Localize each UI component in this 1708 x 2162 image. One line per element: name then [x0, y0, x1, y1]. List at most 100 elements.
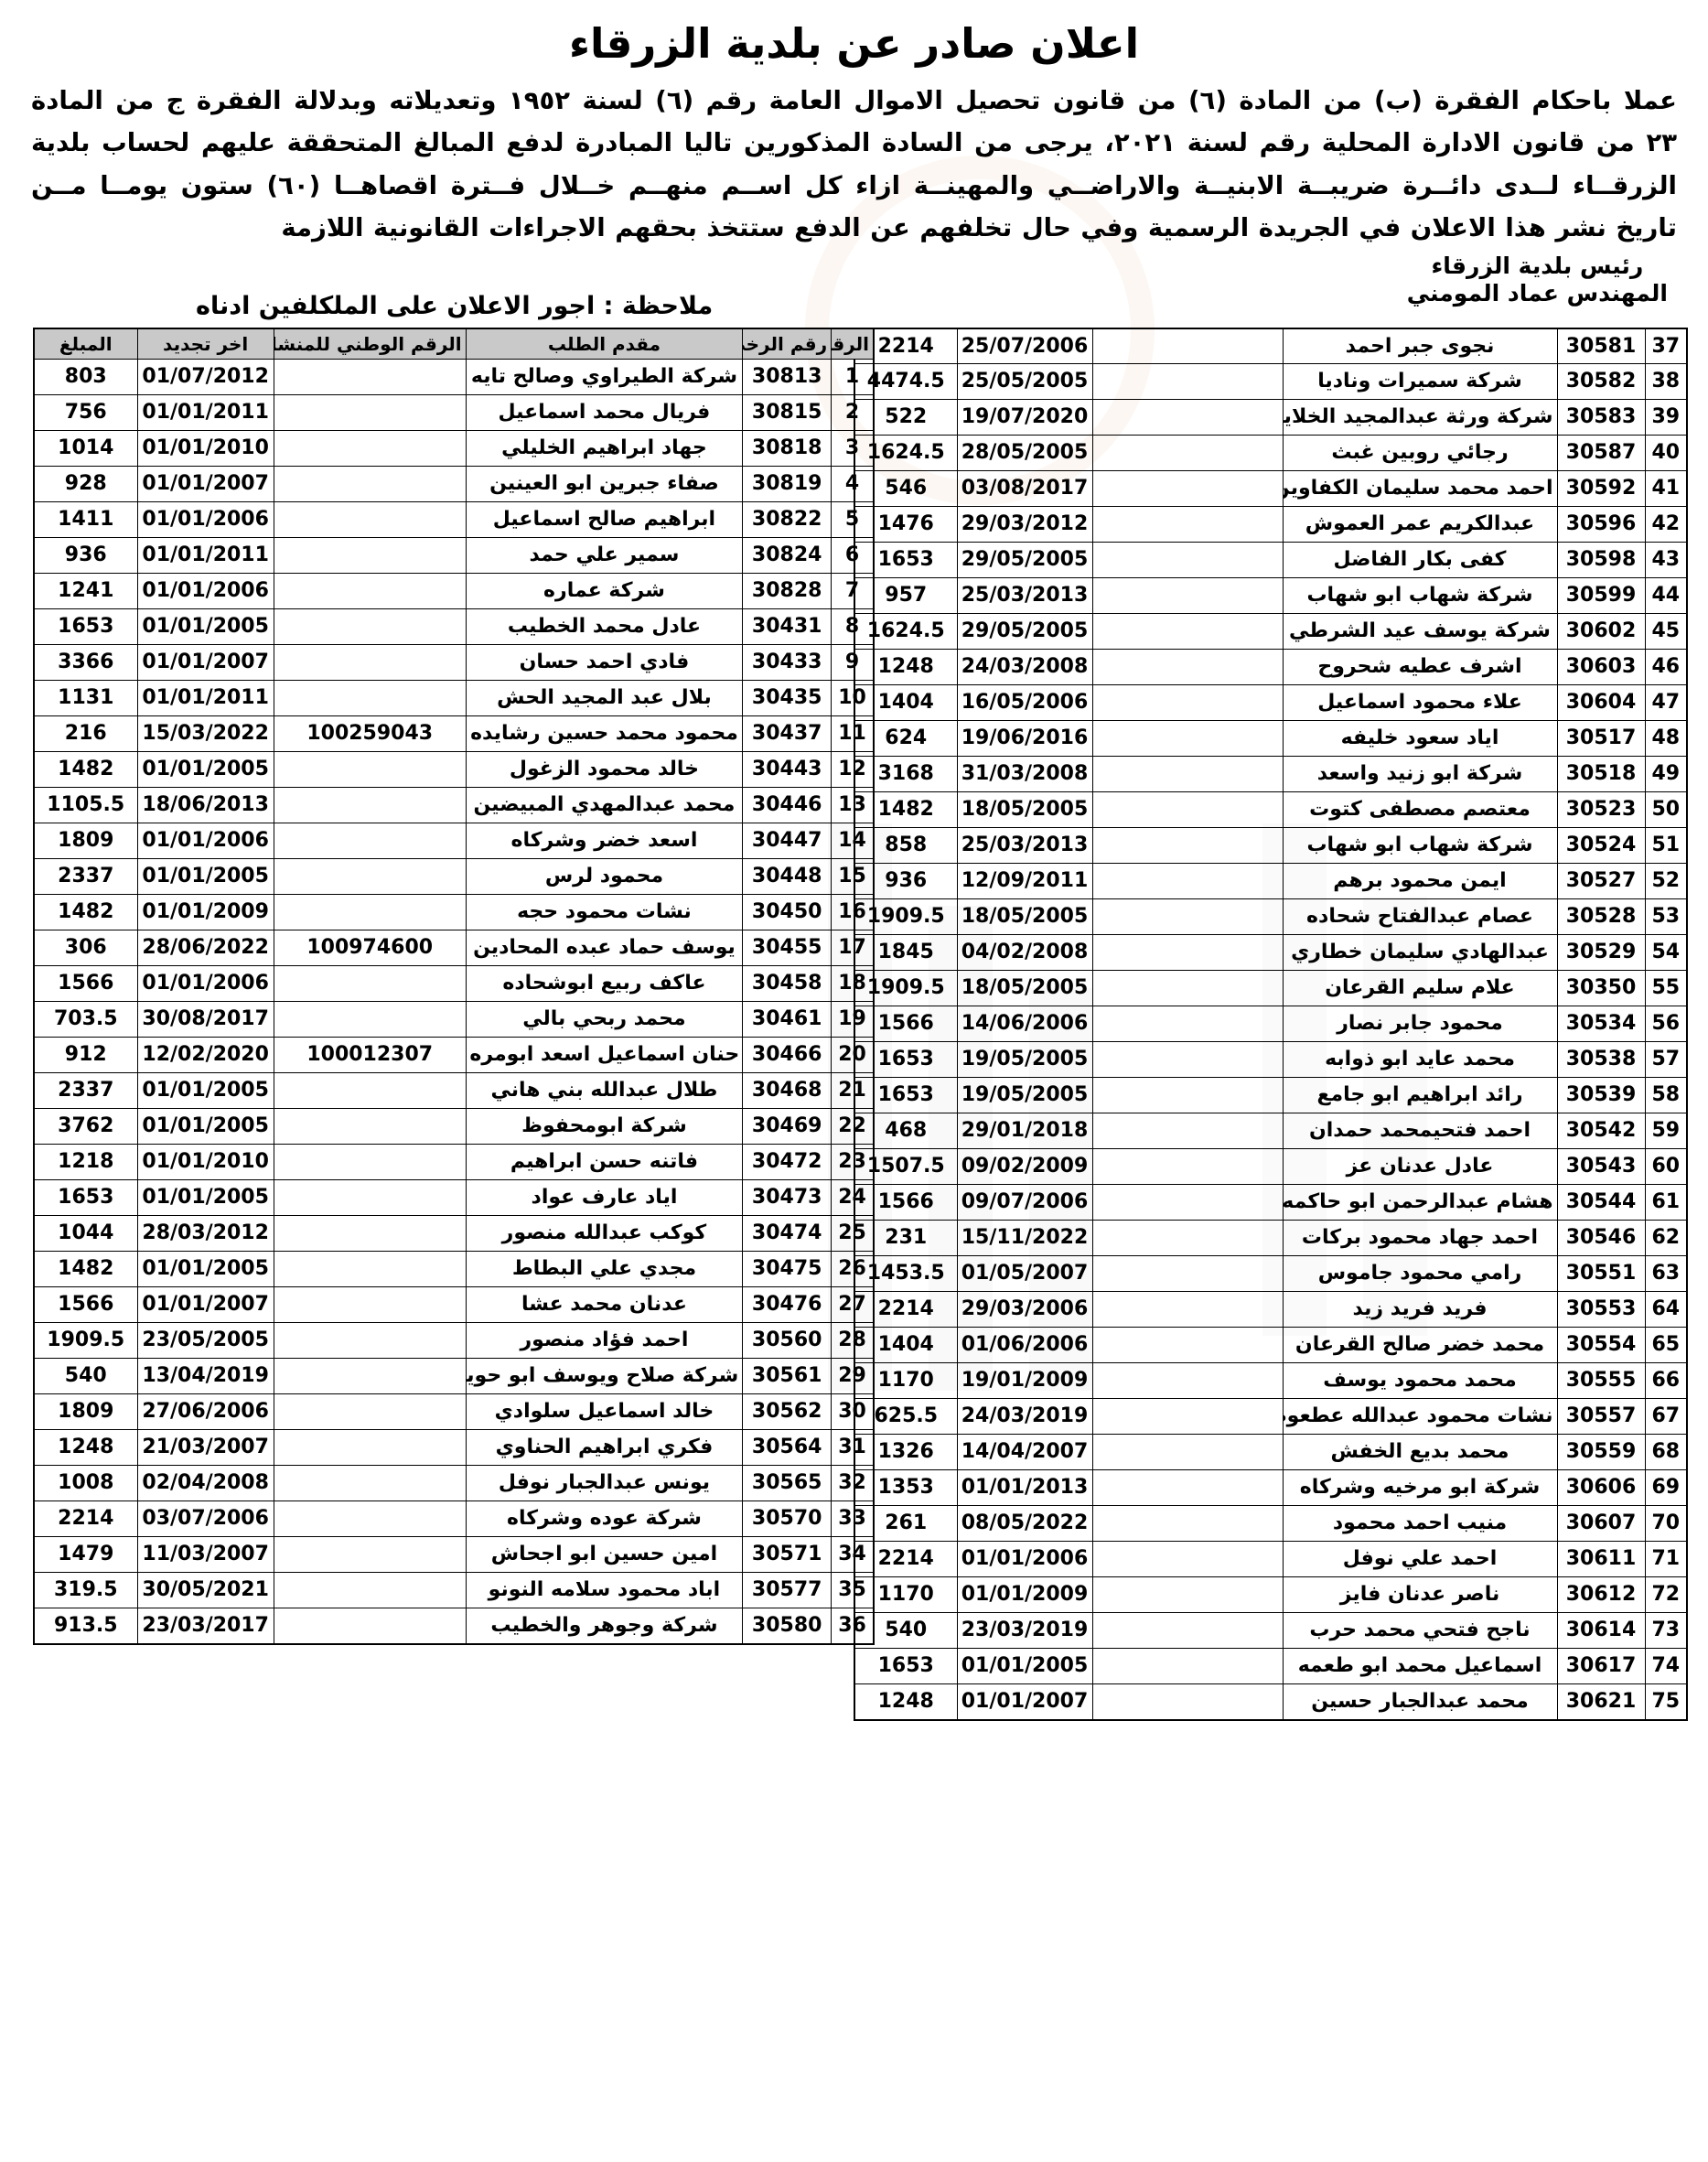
table-row: 42 30596 عبدالكريم عمر العموش 29/03/2012 147… [854, 506, 1688, 543]
cell-national-id [1091, 1505, 1284, 1543]
cell-national-id [1091, 1434, 1284, 1471]
cell-amount: 1218 [33, 1144, 138, 1181]
col-header-license-no: رقم الرخصة [742, 328, 833, 360]
cell-national-id [1091, 863, 1284, 900]
cell-applicant: فاتنه حسن ابراهيم [465, 1144, 744, 1181]
cell-last-renewal: 29/03/2012 [956, 506, 1093, 543]
header-row: الرقم رقم الرخصة مقدم الطلب الرقم الوطني… [33, 328, 875, 360]
cell-applicant: مجدي علي البطاط [465, 1251, 744, 1288]
cell-license-no: 30543 [1556, 1148, 1646, 1186]
cell-applicant: نشات محمود حجه [465, 894, 744, 931]
cell-applicant: عادل عدنان عز [1282, 1148, 1558, 1186]
table-row: 63 30551 رامي محمود جاموس 01/05/2007 1453.5 [854, 1255, 1688, 1293]
cell-last-renewal: 23/03/2019 [956, 1612, 1093, 1650]
cell-national-id [273, 1108, 467, 1146]
col-header-applicant: مقدم الطلب [465, 328, 744, 360]
table-row: 57 30538 محمد عايد ابو ذوابه 19/05/2005 1653 [854, 1041, 1688, 1079]
table-row: 32 30565 يونس عبدالجبار نوفل 02/04/2008 1008 [33, 1465, 875, 1502]
cell-national-id [1091, 1398, 1284, 1436]
cell-license-no: 30551 [1556, 1255, 1646, 1293]
cell-license-no: 30603 [1556, 649, 1646, 686]
cell-amount: 1131 [33, 680, 138, 717]
table-row: 59 30542 احمد فتحيمحمد حمدان 29/01/2018 468 [854, 1113, 1688, 1150]
cell-applicant: منيب احمد محمود [1282, 1505, 1558, 1543]
cell-index: 16 [831, 894, 875, 931]
table-row: 34 30571 امين حسين ابو اجحاش 11/03/2007 1479 [33, 1536, 875, 1574]
cell-last-renewal: 25/07/2006 [956, 328, 1093, 365]
table-row: 69 30606 شركة ابو مرخيه وشركاه 01/01/2013 13… [854, 1469, 1688, 1507]
cell-amount: 2214 [33, 1500, 138, 1538]
cell-index: 71 [1644, 1541, 1688, 1578]
cell-index: 20 [831, 1037, 875, 1074]
cell-applicant: احمد محمد سليمان الكفاوين [1282, 470, 1558, 508]
cell-last-renewal: 01/01/2006 [956, 1541, 1093, 1578]
cell-national-id [273, 1144, 467, 1181]
cell-national-id [1091, 756, 1284, 793]
cell-national-id [1091, 506, 1284, 543]
table-row: 58 30539 رائد ابراهيم ابو جامع 19/05/2005 16… [854, 1077, 1688, 1114]
cell-national-id [273, 573, 467, 610]
cell-applicant: كوكب عبدالله منصور [465, 1215, 744, 1253]
cell-applicant: عدنان محمد عشا [465, 1286, 744, 1324]
cell-applicant: رجائي روبين غبث [1282, 435, 1558, 472]
cell-index: 74 [1644, 1648, 1688, 1685]
cell-national-id [1091, 1041, 1284, 1079]
cell-national-id [273, 394, 467, 432]
cell-national-id [1091, 827, 1284, 865]
cell-index: 42 [1644, 506, 1688, 543]
cell-national-id: 100012307 [273, 1037, 467, 1074]
cell-license-no: 30581 [1556, 328, 1646, 365]
cell-last-renewal: 25/03/2013 [956, 577, 1093, 615]
cell-index: 37 [1644, 328, 1688, 365]
cell-index: 41 [1644, 470, 1688, 508]
table-row: 36 30580 شركة وجوهر والخطيب 23/03/2017 913.5 [33, 1608, 875, 1645]
cell-applicant: شركة وجوهر والخطيب [465, 1608, 744, 1645]
cell-applicant: محمد محمود يوسف [1282, 1362, 1558, 1400]
cell-last-renewal: 28/06/2022 [136, 930, 274, 967]
cell-applicant: اياد عارف عواد [465, 1179, 744, 1217]
cell-last-renewal: 01/01/2005 [136, 608, 274, 646]
cell-amount: 928 [33, 466, 138, 503]
cell-applicant: شركة ورثة عبدالمجيد الخلايله [1282, 399, 1558, 436]
cell-last-renewal: 15/11/2022 [956, 1220, 1093, 1257]
cell-applicant: عبدالهادي سليمان خطاري [1282, 934, 1558, 972]
cell-applicant: شركة شهاب ابو شهاب [1282, 827, 1558, 865]
cell-applicant: شركة سميرات وناديا [1282, 363, 1558, 401]
cell-amount: 3366 [33, 644, 138, 682]
cell-applicant: محمود جابر نصار [1282, 1006, 1558, 1043]
cell-index: 43 [1644, 542, 1688, 579]
cell-last-renewal: 01/01/2011 [136, 394, 274, 432]
cell-last-renewal: 01/01/2005 [136, 858, 274, 896]
cell-amount: 306 [33, 930, 138, 967]
cell-amount: 703.5 [33, 1001, 138, 1038]
cell-amount: 1248 [854, 1683, 958, 1721]
table-row: 70 30607 منيب احمد محمود 08/05/2022 261 [854, 1505, 1688, 1543]
cell-applicant: شركة ابو مرخيه وشركاه [1282, 1469, 1558, 1507]
cell-last-renewal: 12/09/2011 [956, 863, 1093, 900]
cell-amount: 1482 [33, 1251, 138, 1288]
cell-applicant: محمد بديع الخفش [1282, 1434, 1558, 1471]
cell-amount: 936 [33, 537, 138, 575]
cell-last-renewal: 27/06/2006 [136, 1393, 274, 1431]
table-row: 49 30518 شركة ابو زنيد واسعد 31/03/2008 3168 [854, 756, 1688, 793]
body-paragraph-2: ٢٣ من قانون الادارة المحلية رقم لسنة ٢٠٢… [31, 128, 1678, 158]
table-row: 68 30559 محمد بديع الخفش 14/04/2007 1326 [854, 1434, 1688, 1471]
table-row: 43 30598 كفى بكار الفاضل 29/05/2005 1653 [854, 542, 1688, 579]
table-row: 54 30529 عبدالهادي سليمان خطاري 04/02/2008 1… [854, 934, 1688, 972]
table-row: 61 30544 هشام عبدالرحمن ابو حاكمه 09/07/200… [854, 1184, 1688, 1221]
cell-applicant: عاكف ربيع ابوشحاده [465, 965, 744, 1003]
cell-applicant: احمد فتحيمحمد حمدان [1282, 1113, 1558, 1150]
cell-last-renewal: 01/01/2011 [136, 680, 274, 717]
cell-amount: 1482 [33, 894, 138, 931]
table-row: 51 30524 شركة شهاب ابو شهاب 25/03/2013 858 [854, 827, 1688, 865]
cell-last-renewal: 18/05/2005 [956, 970, 1093, 1007]
cell-index: 51 [1644, 827, 1688, 865]
cell-index: 23 [831, 1144, 875, 1181]
cell-last-renewal: 01/01/2005 [136, 1072, 274, 1110]
cell-last-renewal: 31/03/2008 [956, 756, 1093, 793]
body-paragraph-3: الزرقــاء لــدى دائــرة ضريبــة الابنيــ… [31, 170, 1677, 200]
cell-index: 59 [1644, 1113, 1688, 1150]
cell-license-no: 30350 [1556, 970, 1646, 1007]
cell-license-no: 30473 [742, 1179, 833, 1217]
